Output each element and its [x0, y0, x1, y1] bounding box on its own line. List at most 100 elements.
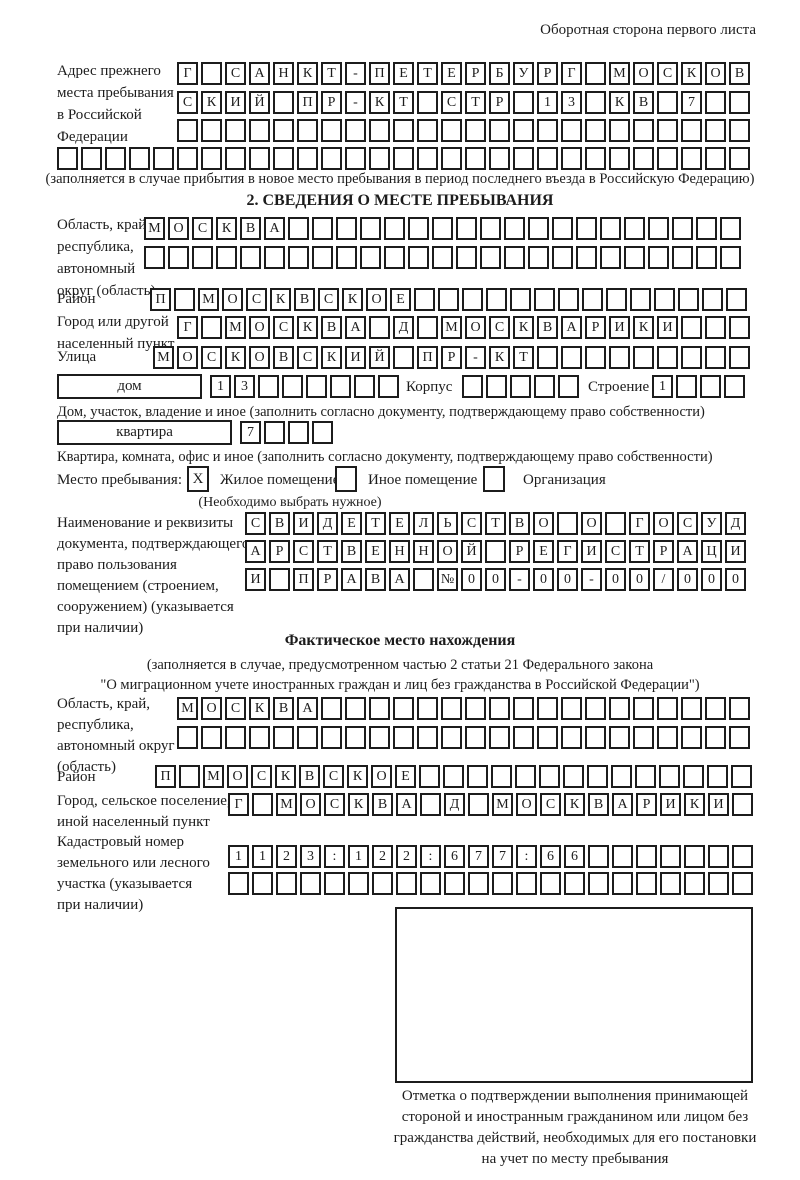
char-cell [273, 119, 294, 142]
char-cell: О [177, 346, 198, 369]
label-line: Область, край, [57, 217, 151, 233]
char-cell [702, 288, 723, 311]
char-cell: К [270, 288, 291, 311]
char-cell [441, 119, 462, 142]
char-cell: - [581, 568, 602, 591]
char-cell [657, 346, 678, 369]
label-line: помещением (строением, [57, 578, 219, 594]
char-cell [611, 765, 632, 788]
char-cell [480, 246, 501, 269]
char-cell [177, 726, 198, 749]
label-line: республика, [57, 239, 134, 255]
char-cell [321, 726, 342, 749]
char-cell [168, 246, 189, 269]
char-cell [369, 119, 390, 142]
char-cell [696, 217, 717, 240]
char-cell [635, 765, 656, 788]
char-cell: К [347, 765, 368, 788]
char-cell [420, 872, 441, 895]
char-cell: Т [393, 91, 414, 114]
fact-note-line-1: (заполняется в случае, предусмотренном ч… [146, 657, 654, 673]
char-cell [684, 872, 705, 895]
char-cell [528, 246, 549, 269]
char-cell: М [198, 288, 219, 311]
label-line: округ (область) [57, 283, 156, 299]
char-cell: 0 [701, 568, 722, 591]
char-cell [720, 217, 741, 240]
char-cell [561, 697, 582, 720]
char-cell: О [533, 512, 554, 535]
char-cell [417, 697, 438, 720]
char-cell [393, 119, 414, 142]
char-cell [300, 872, 321, 895]
char-cell: : [420, 845, 441, 868]
char-cell [369, 697, 390, 720]
char-cell: О [249, 346, 270, 369]
char-cell [485, 540, 506, 563]
char-cell: А [677, 540, 698, 563]
char-cell [443, 765, 464, 788]
char-cell: Е [533, 540, 554, 563]
char-cell [561, 119, 582, 142]
char-cell: О [168, 217, 189, 240]
char-cell [729, 316, 750, 339]
stroenie-row: 1 [652, 375, 748, 398]
char-cell [408, 246, 429, 269]
header-note: Оборотная сторона первого листа [540, 22, 756, 38]
char-cell: В [240, 217, 261, 240]
char-cell: О [371, 765, 392, 788]
prev-address-row-4 [57, 147, 753, 170]
char-cell: 0 [725, 568, 746, 591]
char-cell [321, 697, 342, 720]
char-cell [321, 119, 342, 142]
char-cell [345, 726, 366, 749]
char-cell: Е [365, 540, 386, 563]
char-cell: 1 [537, 91, 558, 114]
char-cell [564, 872, 585, 895]
char-cell: В [588, 793, 609, 816]
char-cell: И [245, 568, 266, 591]
char-cell: М [225, 316, 246, 339]
label-line: Адрес прежнего [57, 63, 161, 79]
char-cell: 1 [252, 845, 273, 868]
gorod-label: Город или другой населенный пункт [57, 311, 174, 355]
char-cell: Д [725, 512, 746, 535]
char-cell [360, 246, 381, 269]
char-cell [708, 872, 729, 895]
char-cell [129, 147, 150, 170]
char-cell [585, 346, 606, 369]
char-cell [513, 697, 534, 720]
char-cell [705, 346, 726, 369]
char-cell: Т [321, 62, 342, 85]
char-cell [657, 147, 678, 170]
char-cell: К [201, 91, 222, 114]
char-cell [558, 375, 579, 398]
char-cell [705, 119, 726, 142]
label-line: автономный округ [57, 738, 175, 754]
char-cell [336, 217, 357, 240]
char-cell [660, 872, 681, 895]
char-cell: А [612, 793, 633, 816]
char-cell: П [293, 568, 314, 591]
char-cell: С [225, 697, 246, 720]
char-cell [384, 246, 405, 269]
char-cell: 2 [372, 845, 393, 868]
char-cell: Т [465, 91, 486, 114]
char-cell [720, 246, 741, 269]
char-cell [528, 217, 549, 240]
char-cell [408, 217, 429, 240]
char-cell: С [323, 765, 344, 788]
char-cell: С [297, 346, 318, 369]
char-cell: Е [395, 765, 416, 788]
char-cell: С [540, 793, 561, 816]
char-cell [444, 872, 465, 895]
char-cell [633, 119, 654, 142]
char-cell: 3 [234, 375, 255, 398]
char-cell [249, 726, 270, 749]
char-cell: М [203, 765, 224, 788]
char-cell [345, 697, 366, 720]
